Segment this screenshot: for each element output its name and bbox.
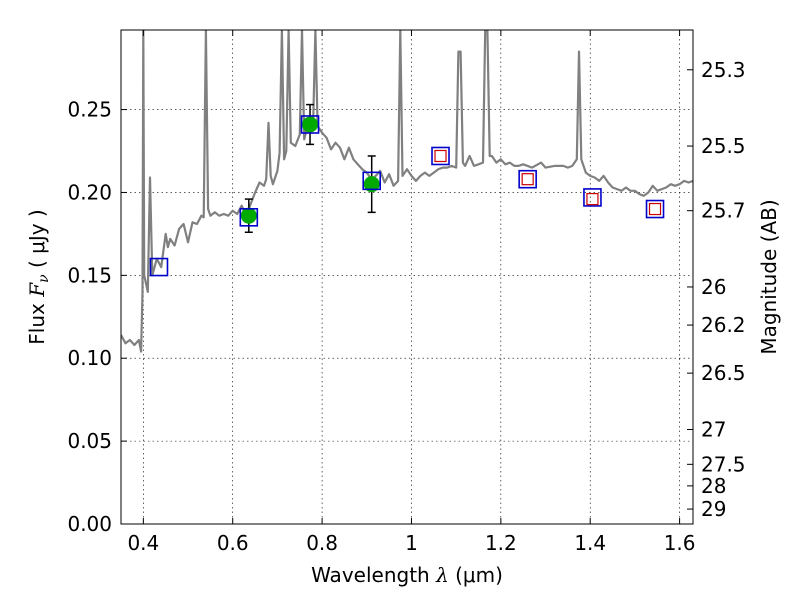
x-tick-label: 1.6 — [664, 531, 696, 555]
model-box — [300, 115, 320, 134]
x-tick-label: 0.8 — [306, 531, 338, 555]
y2-tick-label: 28 — [701, 474, 726, 498]
y2-tick-label: 25.5 — [701, 134, 746, 158]
y-tick-label: 0.20 — [67, 180, 112, 204]
upper-limit-box — [586, 192, 599, 206]
plot-area — [121, 30, 693, 524]
model-box — [239, 208, 259, 227]
y-tick-label: 0.10 — [67, 346, 112, 370]
y2-tick-label: 29 — [701, 497, 726, 521]
x-tick-label: 1.2 — [485, 531, 517, 555]
y2-tick-label: 27.5 — [701, 452, 746, 476]
ticks — [121, 30, 693, 525]
y-tick-label: 0.15 — [67, 263, 112, 287]
y2-tick-label: 26 — [701, 275, 726, 299]
y2-axis-title: Magnitude (AB) — [757, 199, 781, 354]
observed-point — [302, 116, 319, 133]
observed-point — [363, 176, 380, 193]
tick-labels: 0.4 0.6 0.8 1 1.2 1.4 1.6 0.00 0.05 0.10 0.15 0.20 0… — [67, 58, 745, 555]
y-tick-label: 0.05 — [67, 429, 112, 453]
model-box — [431, 146, 450, 166]
x-axis-title: Wavelength λ (μm) — [311, 563, 503, 587]
model-box — [583, 188, 602, 207]
x-tick-label: 1.4 — [574, 531, 606, 555]
model-box — [518, 169, 537, 189]
upper-limit-box — [648, 202, 662, 216]
y2-tick-label: 25.7 — [701, 199, 746, 223]
x-tick-label: 0.4 — [127, 531, 159, 555]
y-tick-label: 0.25 — [67, 98, 112, 122]
model-box — [362, 171, 381, 191]
x-tick-label: 1 — [405, 531, 418, 555]
upper-limit-box — [434, 149, 447, 163]
y-tick-label: 0.00 — [67, 512, 112, 536]
model-box — [149, 257, 169, 277]
marker-layer — [149, 103, 665, 277]
x-tick-label: 0.6 — [217, 531, 249, 555]
plot-frame — [120, 29, 694, 525]
y-axis-title: Flux Fν ( μJy ) — [25, 209, 52, 344]
upper-limit-box — [521, 173, 534, 186]
data-layer — [121, 30, 693, 353]
observed-point — [240, 207, 257, 224]
y2-tick-label: 26.2 — [701, 313, 746, 337]
sed-model-line — [121, 30, 693, 353]
model-box — [645, 199, 665, 219]
y2-tick-label: 26.5 — [701, 361, 746, 385]
y2-tick-label: 27 — [701, 418, 726, 442]
y2-tick-label: 25.3 — [701, 58, 746, 82]
